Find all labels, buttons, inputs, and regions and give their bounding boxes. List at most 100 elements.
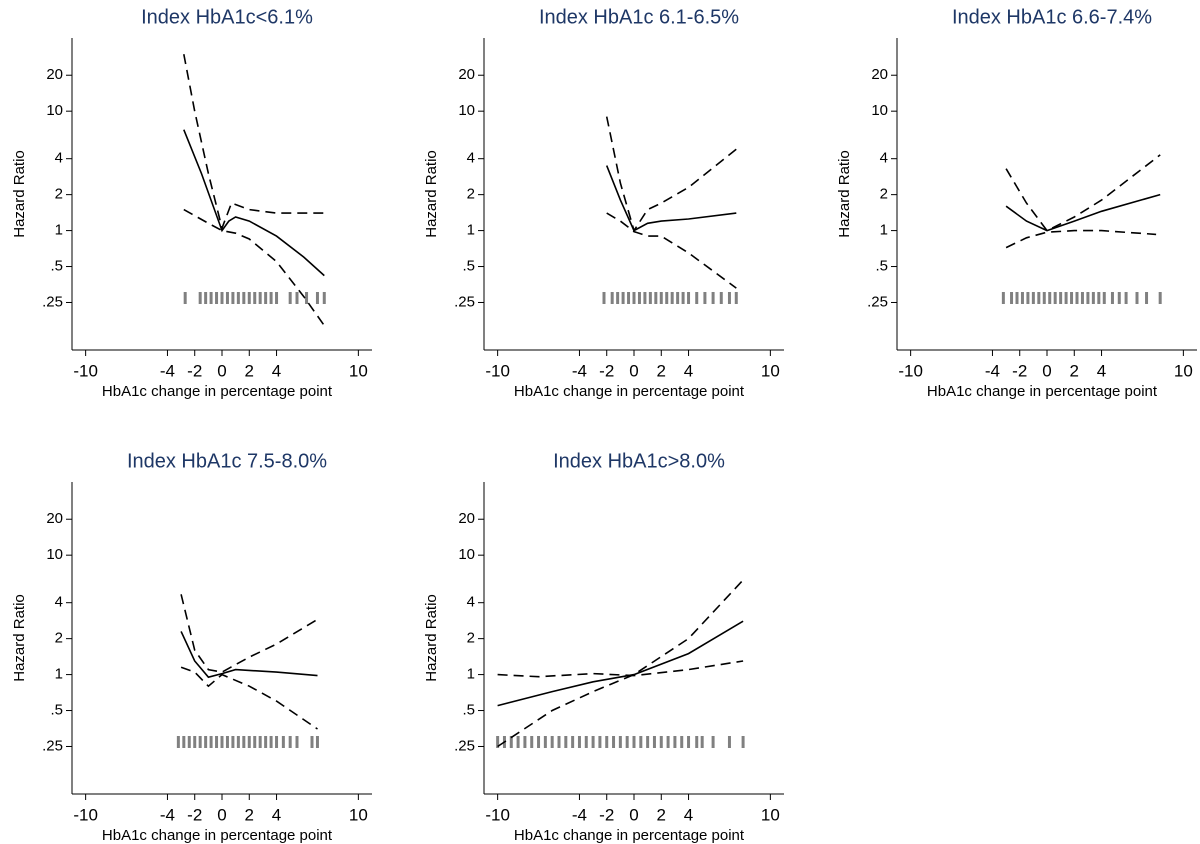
y-tick-label: 4 bbox=[880, 150, 888, 167]
x-tick-label: -2 bbox=[187, 361, 202, 380]
y-tick-label: .5 bbox=[462, 258, 475, 275]
y-tick-label: 20 bbox=[46, 66, 63, 83]
x-tick-label: 10 bbox=[349, 361, 368, 380]
y-tick-label: 4 bbox=[467, 594, 475, 611]
y-tick-label: 20 bbox=[458, 66, 475, 83]
hr-line bbox=[1005, 193, 1161, 232]
panel-title: Index HbA1c<6.1% bbox=[141, 6, 313, 28]
x-tick-label: 4 bbox=[684, 805, 693, 824]
x-tick-label: -4 bbox=[572, 361, 587, 380]
ci-line bbox=[183, 54, 325, 231]
x-tick-label: 10 bbox=[761, 361, 780, 380]
y-tick-label: 1 bbox=[880, 222, 888, 239]
x-tick-label: -4 bbox=[572, 805, 587, 824]
x-axis-label: HbA1c change in percentage point bbox=[927, 383, 1158, 400]
x-tick-label: -4 bbox=[985, 361, 1000, 380]
panel-title: Index HbA1c 6.6-7.4% bbox=[952, 6, 1152, 28]
x-axis-label: HbA1c change in percentage point bbox=[514, 383, 745, 400]
y-tick-label: .25 bbox=[867, 293, 888, 310]
x-tick-label: -10 bbox=[485, 361, 510, 380]
y-tick-label: 4 bbox=[55, 594, 63, 611]
ci-line bbox=[606, 212, 737, 289]
ci-line bbox=[605, 116, 737, 233]
y-tick-label: 1 bbox=[467, 666, 475, 683]
y-tick-label: 10 bbox=[871, 102, 888, 119]
x-tick-label: 0 bbox=[217, 805, 226, 824]
x-tick-label: -2 bbox=[599, 361, 614, 380]
x-tick-label: -10 bbox=[73, 361, 98, 380]
x-tick-label: -4 bbox=[160, 361, 175, 380]
x-tick-label: 0 bbox=[1042, 361, 1051, 380]
x-tick-label: 10 bbox=[761, 805, 780, 824]
y-tick-label: 20 bbox=[458, 510, 475, 527]
x-axis-label: HbA1c change in percentage point bbox=[102, 827, 333, 844]
y-axis-label: Hazard Ratio bbox=[836, 150, 853, 238]
ci-line bbox=[497, 579, 744, 748]
x-tick-label: 2 bbox=[245, 805, 254, 824]
y-tick-label: 4 bbox=[467, 150, 475, 167]
x-tick-label: -10 bbox=[73, 805, 98, 824]
x-tick-label: 4 bbox=[1097, 361, 1106, 380]
y-axis-label: Hazard Ratio bbox=[423, 150, 440, 238]
x-tick-label: -4 bbox=[160, 805, 175, 824]
panel-title: Index HbA1c 7.5-8.0% bbox=[127, 450, 327, 472]
y-tick-label: .5 bbox=[875, 258, 888, 275]
y-tick-label: .5 bbox=[50, 702, 63, 719]
hr-line bbox=[605, 165, 737, 232]
x-tick-label: -2 bbox=[187, 805, 202, 824]
x-tick-label: -10 bbox=[898, 361, 923, 380]
x-tick-label: 4 bbox=[272, 805, 281, 824]
panel-title: Index HbA1c 6.1-6.5% bbox=[539, 6, 739, 28]
x-tick-label: 2 bbox=[657, 805, 666, 824]
ci-line bbox=[1005, 229, 1157, 249]
x-tick-label: 2 bbox=[657, 361, 666, 380]
ci-line bbox=[180, 594, 318, 673]
y-tick-label: .25 bbox=[42, 737, 63, 754]
ci-line bbox=[1005, 154, 1161, 232]
y-tick-label: 10 bbox=[458, 102, 475, 119]
hr-line bbox=[180, 631, 318, 679]
x-tick-label: 0 bbox=[629, 361, 638, 380]
x-tick-label: 10 bbox=[349, 805, 368, 824]
ci-line bbox=[180, 666, 318, 730]
panel-title: Index HbA1c>8.0% bbox=[553, 450, 725, 472]
x-tick-label: 2 bbox=[1070, 361, 1079, 380]
x-tick-label: -2 bbox=[599, 805, 614, 824]
x-tick-label: 0 bbox=[217, 361, 226, 380]
y-tick-label: 2 bbox=[880, 186, 888, 203]
y-tick-label: 20 bbox=[46, 510, 63, 527]
y-tick-label: 10 bbox=[46, 102, 63, 119]
x-tick-label: 4 bbox=[272, 361, 281, 380]
y-axis-label: Hazard Ratio bbox=[423, 594, 440, 682]
y-tick-label: 20 bbox=[871, 66, 888, 83]
y-axis-label: Hazard Ratio bbox=[11, 594, 28, 682]
x-tick-label: -10 bbox=[485, 805, 510, 824]
x-tick-label: 4 bbox=[684, 361, 693, 380]
y-tick-label: 2 bbox=[467, 630, 475, 647]
y-tick-label: .25 bbox=[42, 293, 63, 310]
y-tick-label: 4 bbox=[55, 150, 63, 167]
y-tick-label: .5 bbox=[462, 702, 475, 719]
y-tick-label: 1 bbox=[467, 222, 475, 239]
y-tick-label: 1 bbox=[55, 222, 63, 239]
y-axis-label: Hazard Ratio bbox=[11, 150, 28, 238]
x-tick-label: 0 bbox=[629, 805, 638, 824]
y-tick-label: 2 bbox=[55, 186, 63, 203]
hr-line bbox=[497, 620, 744, 707]
x-tick-label: 2 bbox=[245, 361, 254, 380]
x-axis-label: HbA1c change in percentage point bbox=[514, 827, 745, 844]
y-tick-label: 1 bbox=[55, 666, 63, 683]
y-tick-label: 2 bbox=[467, 186, 475, 203]
y-tick-label: .25 bbox=[454, 737, 475, 754]
y-tick-label: 10 bbox=[46, 546, 63, 563]
y-tick-label: 2 bbox=[55, 630, 63, 647]
hr-line bbox=[183, 129, 325, 277]
x-axis-label: HbA1c change in percentage point bbox=[102, 383, 333, 400]
y-tick-label: 10 bbox=[458, 546, 475, 563]
